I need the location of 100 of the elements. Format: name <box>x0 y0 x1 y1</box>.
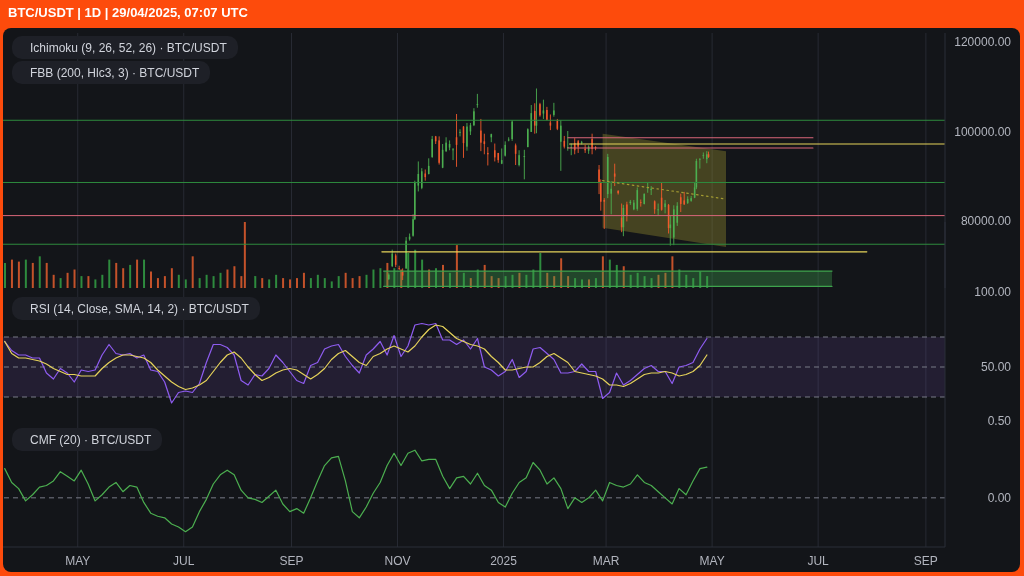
bar <box>490 276 493 288</box>
bar <box>170 268 173 288</box>
bar <box>344 272 347 288</box>
bar <box>177 274 180 288</box>
line-series <box>4 324 708 391</box>
candlestick <box>633 199 635 211</box>
bar <box>31 262 34 288</box>
bar <box>518 272 521 288</box>
bar <box>108 259 111 288</box>
candlestick <box>584 144 586 154</box>
bar <box>226 269 229 288</box>
x-tick-label: JUL <box>173 553 195 568</box>
bar <box>143 259 146 288</box>
bar <box>553 276 556 288</box>
y-tick-label: 100.00 <box>974 285 1012 300</box>
bar <box>59 278 62 288</box>
bar <box>358 276 361 288</box>
annotation: FBB (200, Hlc3, 3) · BTC/USDT <box>30 66 200 80</box>
bar <box>101 274 104 288</box>
bar <box>149 271 152 288</box>
bar <box>309 278 312 288</box>
bar <box>337 276 340 288</box>
candlestick <box>391 249 394 268</box>
bar <box>657 274 660 288</box>
bar <box>567 276 570 288</box>
candlestick <box>466 122 468 152</box>
x-tick-label: SEP <box>279 553 304 568</box>
candlestick <box>504 140 506 157</box>
y-tick-label: 120000.00 <box>954 35 1012 50</box>
bar <box>525 274 528 288</box>
bar <box>10 259 13 288</box>
y-tick-label: 50.00 <box>980 360 1012 375</box>
bar <box>560 258 563 288</box>
bar <box>302 272 305 288</box>
bar <box>581 279 584 288</box>
candlestick <box>487 146 489 166</box>
bar <box>323 278 326 288</box>
bar <box>316 274 319 288</box>
bar <box>407 253 410 288</box>
bar <box>692 278 695 288</box>
bar <box>52 274 55 288</box>
candlestick <box>480 118 482 152</box>
candlestick <box>560 119 562 172</box>
candlestick <box>683 191 685 206</box>
candlestick <box>511 119 513 142</box>
bar <box>4 262 6 288</box>
bar <box>163 276 166 288</box>
bar <box>469 278 472 288</box>
bar <box>261 278 264 288</box>
bar <box>240 276 243 288</box>
candlestick <box>438 135 440 166</box>
line-series <box>4 449 708 533</box>
bar <box>504 276 507 288</box>
candlestick <box>493 143 496 162</box>
bar <box>198 278 201 288</box>
bar <box>66 272 69 288</box>
candlestick <box>626 201 628 222</box>
bar <box>351 278 354 288</box>
bar <box>268 279 271 288</box>
candlestick <box>476 93 479 109</box>
bar <box>94 279 97 288</box>
bar <box>17 261 20 288</box>
candlestick <box>699 157 701 170</box>
bar <box>115 262 118 288</box>
candlestick <box>405 236 407 270</box>
bar <box>650 278 653 288</box>
bar <box>87 276 90 288</box>
bar <box>539 253 542 288</box>
bar <box>184 279 187 288</box>
candlestick <box>650 185 652 196</box>
bar <box>295 278 298 288</box>
bar <box>372 269 375 288</box>
candlestick <box>398 265 400 271</box>
candlestick <box>473 107 475 127</box>
bar <box>243 222 246 288</box>
candlestick <box>459 128 461 137</box>
bar <box>629 274 632 288</box>
bar <box>664 272 667 288</box>
bar <box>706 276 709 288</box>
candlestick <box>523 149 526 180</box>
bar <box>45 262 48 288</box>
bar <box>38 256 41 288</box>
x-tick-label: SEP <box>913 553 938 568</box>
bar <box>212 276 215 288</box>
candlestick <box>445 136 447 153</box>
bar <box>511 274 514 288</box>
bar <box>448 272 451 288</box>
candlestick <box>420 167 423 190</box>
chart-title: BTC/USDT | 1D | 29/04/2025, 07:07 UTC <box>8 5 248 21</box>
y-tick-label: 80000.00 <box>960 214 1012 229</box>
bar <box>282 278 285 288</box>
bar <box>289 279 292 288</box>
candlestick <box>546 106 548 121</box>
candlestick <box>702 152 705 160</box>
bar <box>205 274 208 288</box>
bar <box>233 266 236 288</box>
bar <box>191 256 194 288</box>
y-tick-label: 100000.00 <box>954 124 1012 139</box>
bar <box>365 274 368 288</box>
candlestick <box>679 193 682 213</box>
